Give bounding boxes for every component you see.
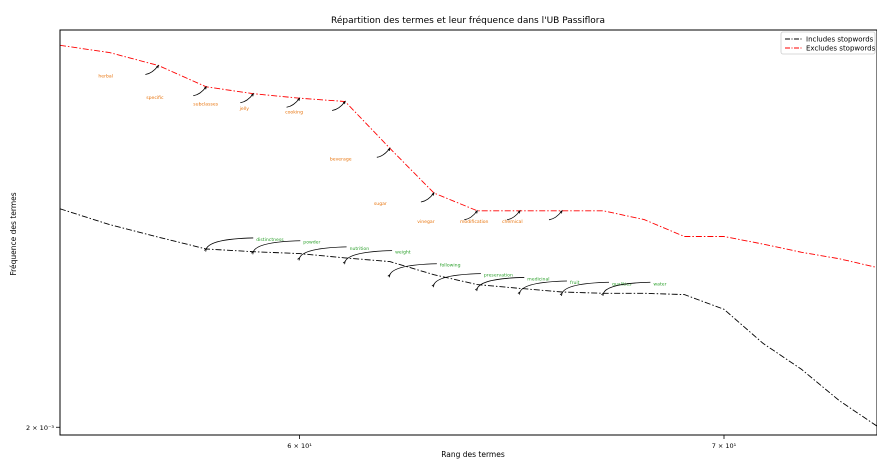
annotation-label: chemical	[502, 219, 523, 225]
annotation-arrow	[519, 280, 567, 293]
annotation-label: following	[440, 263, 461, 269]
annotation-arrowhead	[431, 283, 435, 288]
annotation: powder	[251, 240, 321, 255]
annotation-arrowhead	[559, 209, 563, 214]
annotation: vinegar	[417, 209, 478, 225]
chart-title: Répartition des termes et leur fréquence…	[331, 15, 605, 26]
annotation-arrow	[603, 281, 651, 294]
plot-area: distinctness powder nutrition weight followi…	[60, 44, 877, 427]
annotation-arrow	[420, 192, 435, 203]
annotation-arrowhead	[251, 92, 254, 97]
plot-frame	[59, 29, 877, 436]
annotation-label: vinegar	[417, 219, 434, 225]
annotation: specific	[146, 85, 207, 101]
annotation-arrowhead	[251, 250, 254, 255]
annotation-label: herbal	[98, 74, 113, 80]
annotation-arrowhead	[342, 100, 346, 105]
annotation-arrow	[476, 277, 525, 289]
annotation-label: nutrition	[350, 246, 370, 252]
annotation-arrowhead	[517, 209, 521, 214]
annotation: chemical	[502, 209, 563, 225]
annotation: subclasses	[193, 92, 254, 108]
annotation: distinctness	[203, 237, 284, 252]
annotation-arrow	[145, 65, 159, 75]
annotation-label: sugar	[374, 201, 387, 207]
annotation-arrow	[193, 86, 207, 97]
annotation: jelly	[239, 97, 301, 112]
annotation: modification	[460, 209, 521, 225]
annotation: medicinal	[475, 276, 550, 292]
series-line-includes-stopwords	[60, 208, 877, 427]
annotation: fruit	[517, 280, 580, 295]
annotation-arrowhead	[297, 256, 301, 261]
series-line-excludes-stopwords	[60, 44, 877, 268]
legend-entry: Excludes stopwords	[806, 45, 876, 53]
annotation-arrowhead	[431, 192, 435, 196]
annotation: nutrition	[297, 246, 370, 261]
annotation-arrow	[464, 210, 478, 221]
annotation-label: weight	[395, 250, 411, 256]
y-axis-label: Fréquence des termes	[9, 192, 18, 275]
annotation-label: cooking	[285, 109, 303, 115]
annotation-arrowhead	[342, 260, 346, 265]
x-axis: 6 × 10¹ 7 × 10¹	[287, 435, 737, 450]
annotation: following	[387, 263, 461, 278]
annotation-label: specific	[146, 95, 164, 101]
legend-box	[780, 31, 876, 55]
annotation-label: beverage	[330, 156, 352, 162]
annotation-arrow	[252, 240, 301, 252]
annotation-label: fruit	[570, 280, 580, 286]
x-tick-label: 7 × 10¹	[712, 442, 737, 450]
annotation-arrowhead	[387, 147, 391, 151]
annotation-arrow	[389, 263, 437, 275]
annotation-arrowhead	[601, 292, 604, 296]
annotation-arrowhead	[475, 209, 478, 214]
annotation: cooking	[285, 100, 346, 115]
annotation: water	[601, 281, 667, 296]
x-tick-label: 6 × 10¹	[287, 442, 312, 450]
annotation-label: water	[653, 281, 666, 287]
annotation-arrow	[299, 246, 347, 259]
annotation-arrowhead	[387, 273, 391, 278]
annotation-arrowhead	[297, 97, 301, 101]
annotation-arrow	[240, 93, 254, 104]
annotation-arrowhead	[203, 85, 207, 90]
annotation-arrowhead	[517, 291, 521, 295]
annotation-arrowhead	[559, 292, 563, 296]
annotation-label: medicinal	[527, 276, 549, 282]
annotation-label: powder	[303, 240, 320, 246]
y-tick-label: 2 × 10⁻³	[26, 424, 54, 432]
annotation-arrow	[332, 101, 346, 111]
annotation: preservation	[431, 273, 513, 288]
annotation-arrow	[286, 97, 300, 108]
annotation: beverage	[330, 147, 391, 162]
annotation-label: subclasses	[193, 102, 218, 108]
annotation-label: distinctness	[256, 237, 284, 243]
annotation-arrowhead	[475, 287, 478, 292]
annotation-arrow	[205, 237, 254, 250]
x-axis-label: Rang des termes	[441, 450, 505, 459]
legend-entry: Includes stopwords	[806, 36, 874, 44]
annotation-arrow	[561, 281, 610, 294]
annotation-label: modification	[460, 219, 489, 225]
annotation-label: preservation	[484, 273, 513, 279]
annotation: herbal	[98, 64, 159, 80]
annotation-arrowhead	[203, 248, 207, 252]
annotation-arrow	[506, 210, 521, 221]
annotation-arrowhead	[156, 64, 159, 69]
y-axis: 2 × 10⁻³	[26, 424, 60, 432]
annotation-label: jelly	[239, 106, 250, 112]
annotation-arrow	[548, 210, 563, 221]
annotation-arrow	[344, 250, 393, 262]
annotation-arrow	[376, 148, 391, 158]
annotation: sugar	[374, 192, 435, 207]
annotation: weight	[342, 250, 411, 265]
annotation-arrow	[433, 273, 481, 285]
